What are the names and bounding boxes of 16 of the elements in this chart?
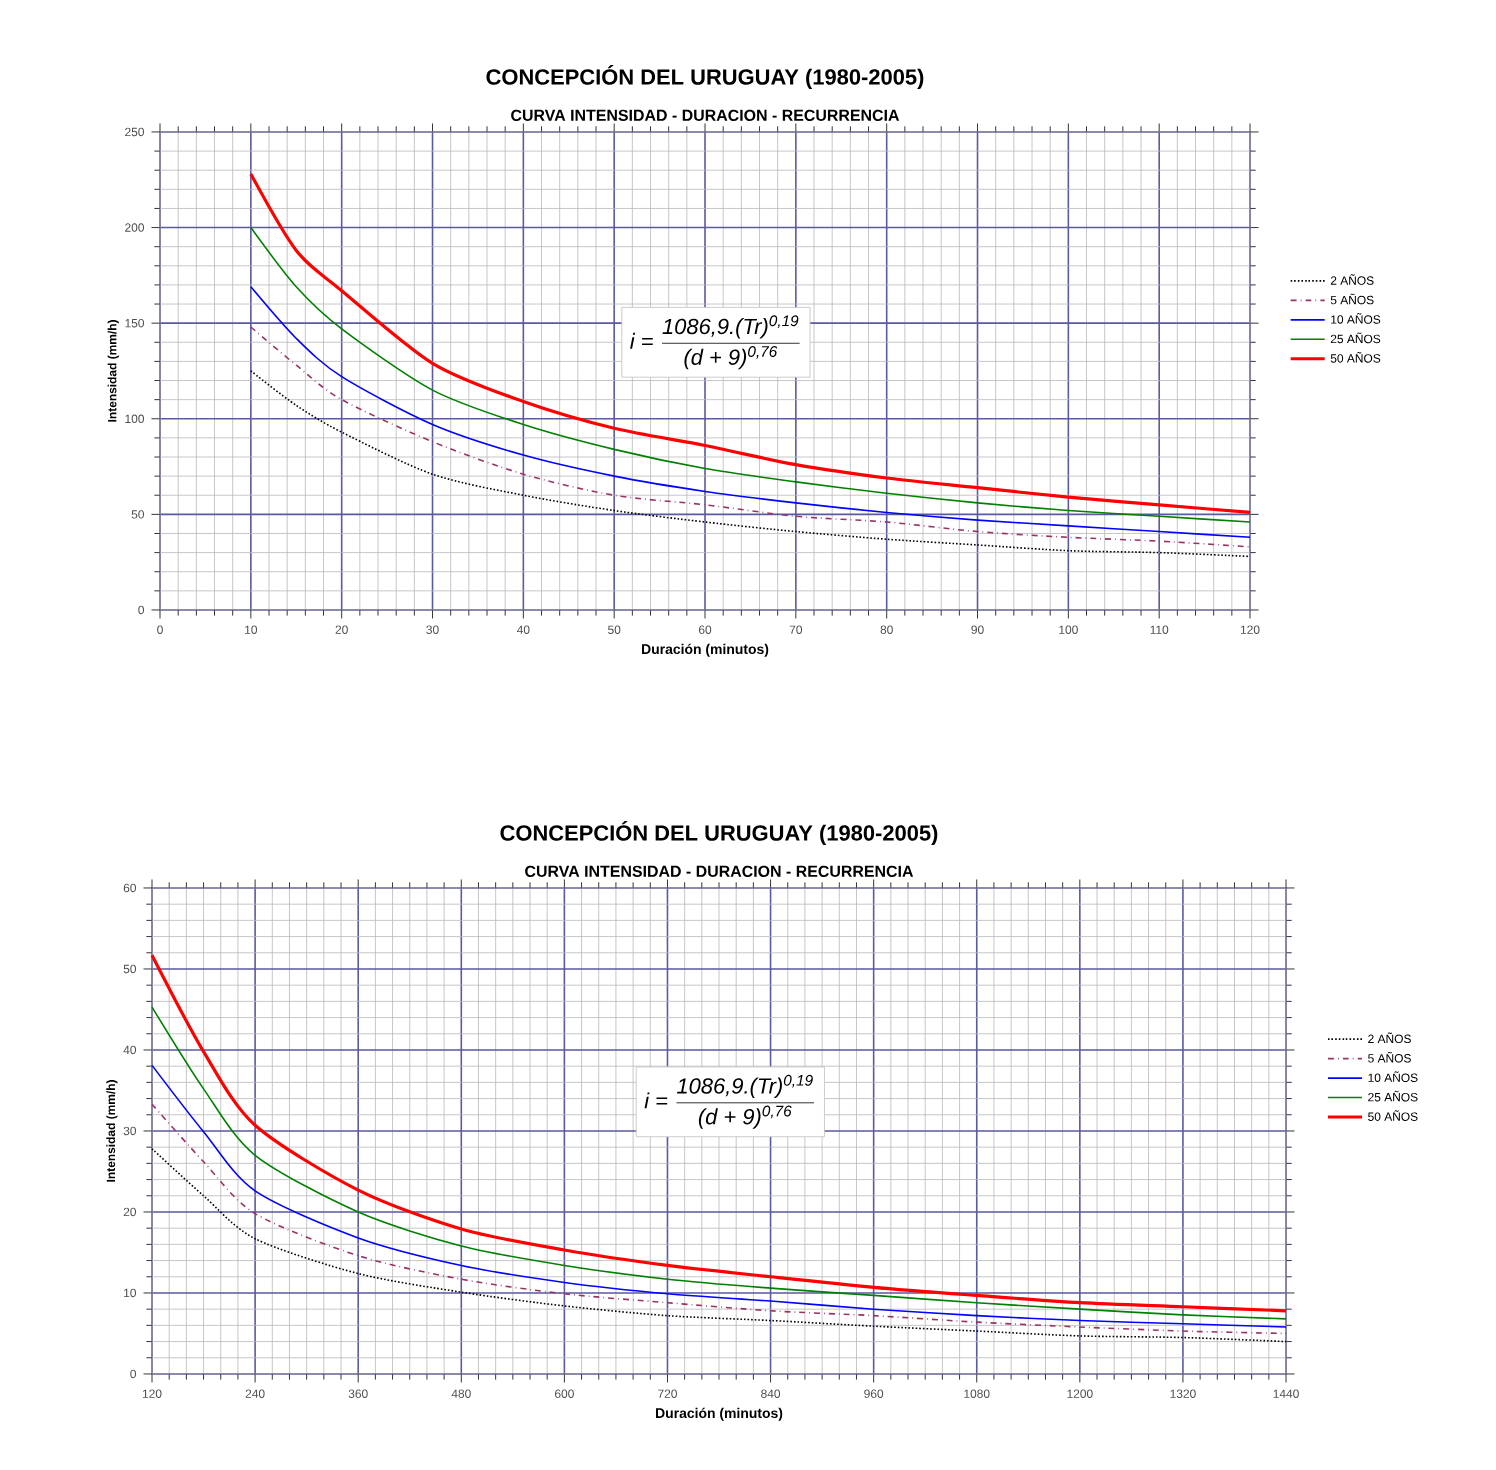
annotation: i =	[644, 1092, 668, 1109]
line-series	[250, 286, 1251, 539]
annotation: (d + 9)$^{0,76}$	[684, 346, 778, 370]
chart-title: CONCEPCIÓN DEL URUGUAY (1980-2005)	[500, 821, 938, 846]
line-series	[249, 172, 1252, 515]
annotation: i =	[630, 332, 653, 349]
line-series	[150, 953, 1288, 1313]
line-series	[151, 1148, 1287, 1343]
line-series	[151, 1064, 1287, 1328]
annotation: 1086,9.(Tr)$^{0,19}$	[662, 315, 799, 339]
line-series	[250, 370, 1251, 558]
line-series	[250, 226, 1251, 523]
line-series	[151, 1006, 1287, 1320]
chart-title: CONCEPCIÓN DEL URUGUAY (1980-2005)	[486, 65, 924, 90]
annotation: (d + 9)$^{0,76}$	[698, 1105, 792, 1129]
annotation: 1086,9.(Tr)$^{0,19}$	[677, 1074, 813, 1099]
